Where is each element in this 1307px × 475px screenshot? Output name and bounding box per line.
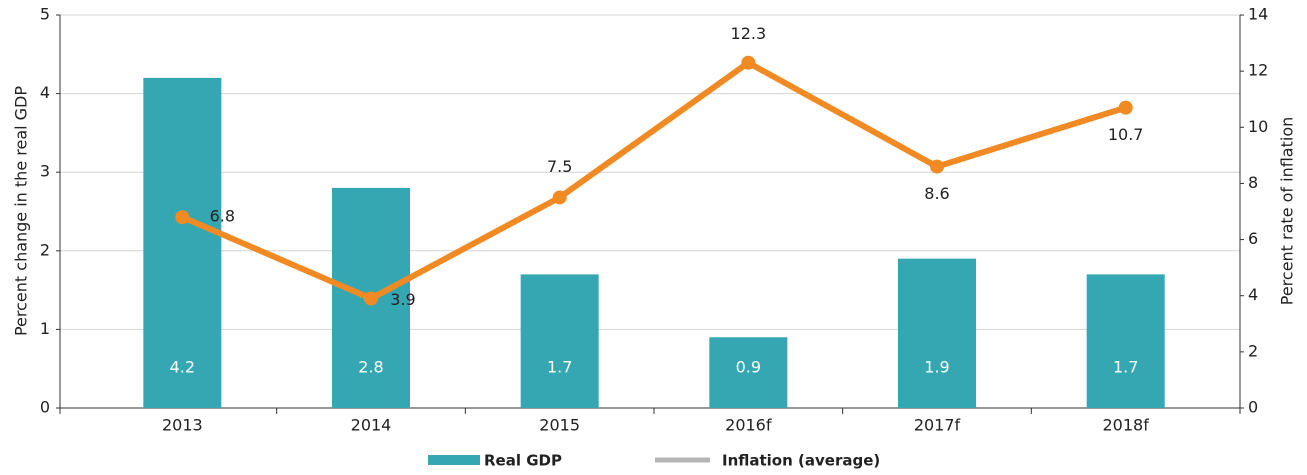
line (181, 59, 1127, 302)
y2-tick-label: 14 (1248, 5, 1268, 24)
y-tick-label: 5 (40, 5, 50, 24)
y-tick-label: 0 (40, 398, 50, 417)
bar-value-label: 4.2 (170, 358, 195, 377)
y-tick-label: 3 (40, 162, 50, 181)
y2-tick-label: 10 (1248, 117, 1268, 136)
y2-tick-label: 4 (1248, 285, 1258, 304)
x-tick-label: 2013 (162, 416, 203, 435)
bar-value-label: 1.7 (1113, 358, 1138, 377)
x-tick-label: 2014 (351, 416, 392, 435)
line-value-label: 12.3 (731, 24, 767, 43)
x-tick-label: 2015 (539, 416, 580, 435)
y2-tick-label: 8 (1248, 173, 1258, 192)
y-axis-label: Percent change in the real GDP (12, 86, 31, 336)
line-point (552, 190, 567, 205)
bar (898, 258, 976, 408)
legend-label: Real GDP (484, 452, 562, 470)
y-tick-label: 1 (40, 319, 50, 338)
bar (709, 337, 788, 408)
line-point (364, 291, 378, 306)
y-tick-label: 4 (40, 83, 50, 102)
bar (520, 274, 599, 408)
bar-value-label: 0.9 (736, 358, 761, 377)
line-value-label: 6.8 (210, 207, 235, 226)
line-value-label: 10.7 (1108, 125, 1144, 144)
y2-tick-label: 2 (1248, 341, 1258, 360)
line-point (930, 159, 944, 174)
bar-value-label: 2.8 (358, 358, 383, 377)
y2-tick-label: 0 (1248, 398, 1258, 417)
line-point (741, 55, 756, 70)
y2-axis-label: Percent rate of inflation (1278, 117, 1297, 306)
x-tick-label: 2018f (1102, 416, 1149, 435)
legend-label: Inflation (average) (722, 452, 880, 470)
legend-swatch (428, 455, 480, 465)
y2-tick-label: 12 (1248, 61, 1268, 80)
line-value-label: 8.6 (924, 184, 949, 203)
bar-value-label: 1.7 (547, 358, 572, 377)
y2-tick-label: 6 (1248, 229, 1258, 248)
x-tick-label: 2017f (914, 416, 961, 435)
line-point (1118, 100, 1133, 115)
bar (1086, 274, 1165, 408)
line-value-label: 3.9 (390, 290, 415, 309)
x-tick-label: 2016f (725, 416, 772, 435)
bar (143, 77, 222, 408)
line-value-label: 7.5 (547, 157, 572, 176)
line-point (175, 210, 190, 225)
bar-value-label: 1.9 (924, 358, 949, 377)
y-tick-label: 2 (40, 240, 50, 259)
